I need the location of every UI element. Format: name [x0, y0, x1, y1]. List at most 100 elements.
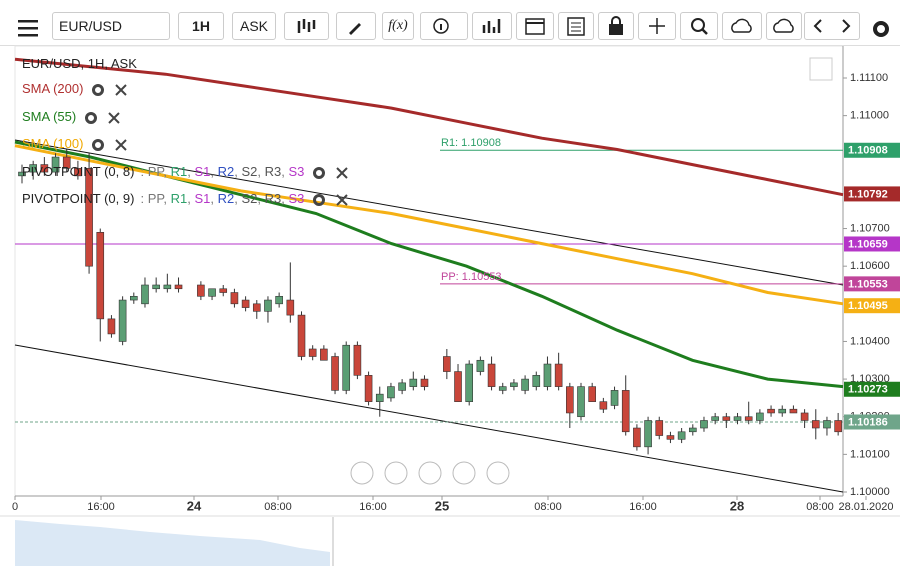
- candle-body: [118, 299, 127, 342]
- candle-body: [230, 292, 239, 305]
- indicator-controls[interactable]: [312, 165, 356, 181]
- candle-body: [18, 171, 26, 177]
- scroll-left[interactable]: [350, 461, 374, 485]
- download-button[interactable]: [766, 12, 802, 40]
- candle-body: [152, 284, 160, 290]
- legend-row: SMA (100): [22, 136, 135, 153]
- candle-body: [141, 284, 149, 305]
- sma-line: [14, 144, 844, 306]
- zoom-controls: [350, 461, 510, 485]
- time-label: 0: [12, 501, 18, 513]
- reset[interactable]: [418, 461, 442, 485]
- time-label: 08:00: [806, 501, 834, 513]
- price-label-box: [844, 142, 900, 158]
- crosshair-button[interactable]: [638, 12, 676, 40]
- legend-row: PIVOTPOINT (0, 8) : PP, R1, S1, R2, S2, R…: [22, 164, 356, 181]
- time-label: 25: [435, 498, 449, 513]
- candle-body: [789, 408, 798, 414]
- time-label: 16:00: [629, 501, 657, 513]
- zoom-in[interactable]: [452, 461, 476, 485]
- candle-body: [331, 356, 339, 391]
- trend-line: [14, 344, 844, 493]
- price-label-box: [844, 381, 900, 397]
- candle-body: [621, 390, 630, 433]
- candle-body: [364, 375, 373, 402]
- candle-body: [767, 408, 775, 414]
- toolbar: EUR/USD 1H ASK f(x): [0, 0, 900, 46]
- indicator-controls[interactable]: [91, 137, 135, 153]
- draw-button[interactable]: [336, 12, 376, 40]
- symbol-input[interactable]: EUR/USD: [52, 12, 170, 40]
- price-label: 1.10659: [848, 238, 888, 250]
- candle-body: [375, 393, 384, 402]
- candle-body: [800, 412, 809, 421]
- candle-body: [320, 348, 328, 361]
- candle-body: [476, 359, 485, 372]
- candle-body: [532, 375, 541, 387]
- price-label-box: [844, 414, 900, 430]
- lock-button[interactable]: [598, 12, 634, 40]
- candle-body: [51, 156, 60, 173]
- chart-type-button[interactable]: [284, 12, 329, 40]
- indicator-controls[interactable]: [312, 192, 356, 208]
- candle-body: [85, 168, 93, 267]
- candle-body: [543, 363, 552, 387]
- candle-body: [554, 363, 563, 387]
- price-label-box: [844, 186, 900, 202]
- indicator-controls[interactable]: [84, 110, 128, 126]
- candle-body: [688, 427, 697, 433]
- price-label: 1.10495: [848, 300, 888, 312]
- function-button[interactable]: f(x): [382, 12, 414, 40]
- pivot-items: : PP, R1, S1, R2, S2, R3, S3: [140, 164, 305, 179]
- pivot-name: PIVOTPOINT (0, 8): [22, 164, 135, 179]
- price-label: 1.10553: [848, 278, 888, 290]
- candle-body: [633, 427, 641, 448]
- candle-body: [163, 284, 172, 290]
- info-button[interactable]: [420, 12, 468, 40]
- candle-body: [700, 420, 708, 429]
- indicator-name: SMA (100): [22, 136, 84, 151]
- candle-body: [655, 420, 664, 436]
- indicators-button[interactable]: [472, 12, 512, 40]
- menu-button[interactable]: [15, 18, 41, 38]
- candle-body: [610, 390, 619, 406]
- candle-body: [174, 284, 183, 290]
- navigator-area: [0, 520, 330, 566]
- candle-body: [823, 420, 831, 429]
- candle-body: [387, 386, 395, 399]
- candle-body: [510, 382, 518, 387]
- plot-area: [14, 45, 844, 497]
- candle-body: [498, 386, 507, 391]
- report-button[interactable]: [558, 12, 594, 40]
- candle-body: [275, 295, 283, 305]
- maximize-button[interactable]: [809, 57, 833, 81]
- price-label: 1.10908: [848, 145, 888, 157]
- price-tick-label: 1.10400: [850, 335, 890, 347]
- candle-body: [744, 416, 753, 421]
- candle-body: [208, 288, 216, 297]
- legend-row: SMA (55): [22, 109, 128, 126]
- indicator-name: SMA (55): [22, 109, 77, 124]
- calendar-button[interactable]: [516, 12, 554, 40]
- candle-body: [219, 288, 228, 293]
- price-label: 1.10186: [848, 416, 888, 428]
- candle-body: [454, 371, 462, 402]
- upload-button[interactable]: [722, 12, 762, 40]
- candle-body: [252, 303, 261, 312]
- timeframe-button[interactable]: 1H: [178, 12, 224, 40]
- scroll-right[interactable]: [486, 461, 510, 485]
- zoom-button[interactable]: [680, 12, 718, 40]
- trend-line: [14, 139, 844, 286]
- zoom-out[interactable]: [384, 461, 408, 485]
- level-annotation: PP: 1.10553: [441, 271, 502, 283]
- scroll-buttons[interactable]: [804, 12, 860, 40]
- indicator-controls[interactable]: [91, 82, 135, 98]
- price-label: 1.10792: [848, 188, 888, 200]
- price-type-button[interactable]: ASK: [232, 12, 276, 40]
- candle-body: [353, 344, 362, 376]
- time-label: 16:00: [359, 501, 387, 513]
- candle-body: [443, 356, 451, 372]
- settings-button[interactable]: [870, 18, 892, 40]
- candle-body: [733, 416, 742, 421]
- candle-body: [487, 363, 496, 387]
